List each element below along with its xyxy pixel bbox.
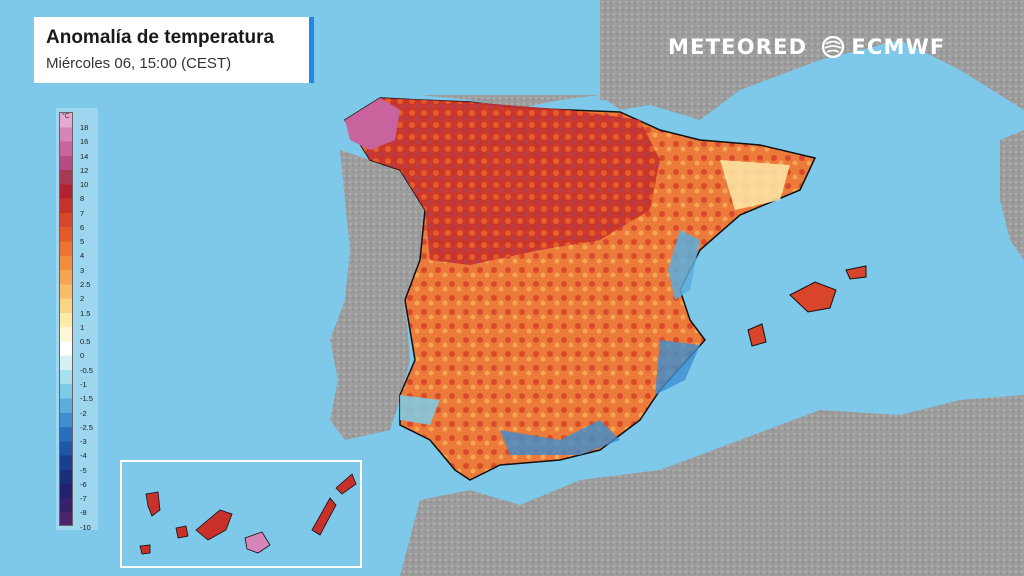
island-tenerife [195,509,233,541]
legend-label: 4 [80,251,85,261]
legend-label: 12 [80,165,89,175]
ecmwf-logo: ECMWF [821,35,945,59]
legend-label: -0.5 [80,365,93,375]
legend-label: 2 [80,294,85,304]
island-fuerteventura [311,497,337,536]
legend-label: -10 [80,522,91,532]
legend-unit: °C [62,113,70,120]
map-subtitle: Miércoles 06, 15:00 (CEST) [46,55,232,72]
island-mallorca [789,281,837,313]
land-portugal [330,150,425,440]
legend-label: -1.5 [80,394,93,404]
cool-zone-east [668,230,700,300]
legend-label: 18 [80,123,89,132]
legend-label: -2.5 [80,422,93,432]
title-card: Anomalía de temperatura Miércoles 06, 15… [34,17,314,83]
ecmwf-icon [822,36,845,58]
island-ibiza [747,323,767,347]
legend-label: 2.5 [80,280,91,290]
ecmwf-text: ECMWF [851,35,946,59]
legend-label: -2 [80,408,87,418]
meteored-logo: METEORED [668,35,808,59]
legend-label: -7 [80,494,87,504]
map-title: Anomalía de temperatura [46,27,275,48]
brand-logos: METEORED ECMWF [668,34,945,60]
hot-zone-galicia [345,98,400,150]
island-gran-canaria [244,531,271,554]
legend-label: 1 [80,322,85,332]
island-hierro [139,544,151,555]
legend-label: 8 [80,194,85,204]
legend-label: 7 [80,208,85,218]
legend-label: -1 [80,379,87,389]
legend-label: 6 [80,222,85,232]
land-france-coast [600,0,660,100]
legend-colorbar [59,112,73,526]
legend-label: 3 [80,265,85,275]
legend-bar [59,112,73,526]
legend-label: 14 [80,151,89,161]
island-la-palma [145,491,161,517]
land-france [420,0,1024,120]
legend-label: -4 [80,451,87,461]
island-gomera [175,525,189,539]
legend-label: 0 [80,351,85,361]
land-africa [400,395,1024,576]
legend-label: 16 [80,137,89,147]
legend-label: -6 [80,479,87,489]
cool-zone-catalonia [720,160,790,210]
island-lanzarote [335,473,357,495]
legend-label: -3 [80,437,87,447]
cool-zone-south [500,420,620,455]
legend-label: -8 [80,508,87,518]
legend-label: 0.5 [80,337,91,347]
land-italy [1000,130,1024,260]
cool-zone-southeast [655,340,700,395]
cool-zone-southwest [400,395,440,425]
legend-label: -5 [80,465,87,475]
legend-label: 5 [80,237,85,247]
hot-zone-north [345,98,660,265]
legend-label: 1.5 [80,308,91,318]
island-menorca [845,265,867,280]
legend-label: 10 [80,180,89,190]
